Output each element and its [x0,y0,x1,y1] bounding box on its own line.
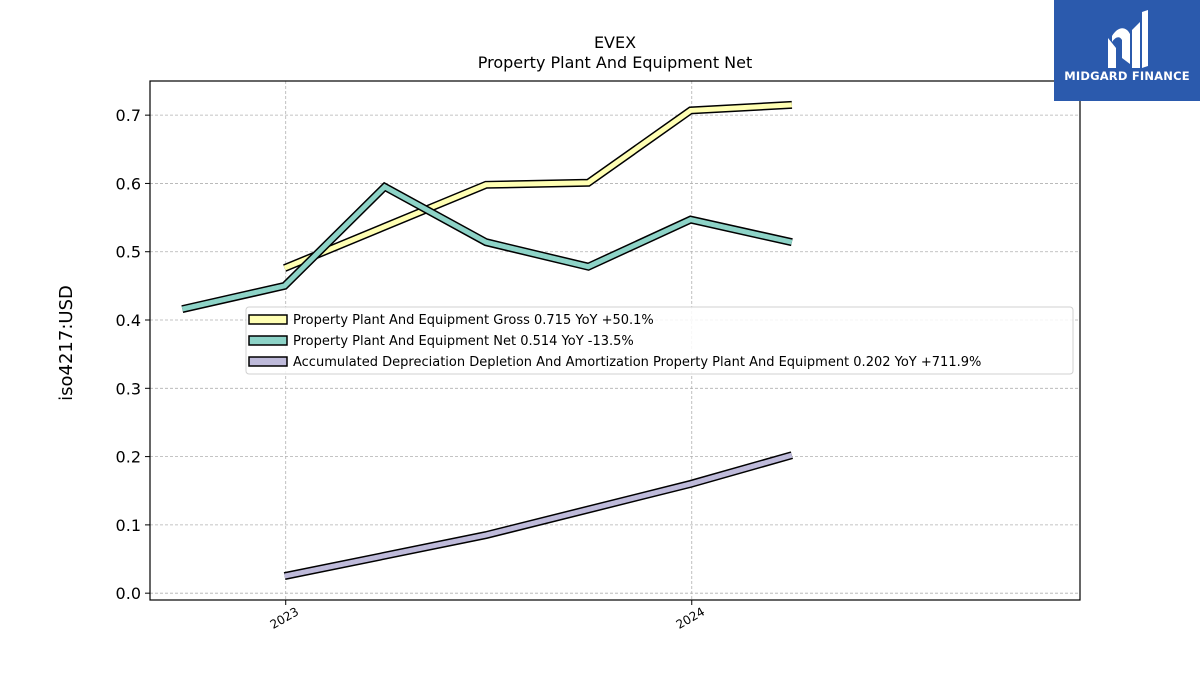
legend-label: Accumulated Depreciation Depletion And A… [293,355,981,370]
y-tick-label: 0.2 [116,448,141,467]
legend-label: Property Plant And Equipment Gross 0.715… [293,313,654,328]
series-line [181,183,793,312]
x-tick-label: 2023 [268,604,301,631]
chart-title: EVEX [594,33,636,52]
series-1 [181,181,793,314]
plot-frame [149,80,1081,601]
legend-swatch [248,335,288,346]
y-tick-label: 0.7 [116,106,141,125]
series-line [283,102,793,271]
series-0 [283,100,793,272]
legend-label: Property Plant And Equipment Net 0.514 Y… [293,334,634,349]
series-line [284,452,793,579]
axes: 0.0 0.1 0.2 0.3 0.4 0.5 0.6 0.7 2023 2024 [116,80,1081,632]
y-tick-label: 0.3 [116,379,141,398]
series-2 [283,451,793,581]
y-axis-label: iso4217:USD [56,285,77,401]
legend-box [245,306,1074,375]
legend-swatch [248,356,288,367]
y-tick-label: 0.5 [116,243,141,262]
y-tick-label: 0.4 [116,311,141,330]
series-line-outline [283,100,793,272]
x-tick-label: 2024 [674,604,707,631]
legend-swatch [248,314,288,325]
legend: Property Plant And Equipment Gross 0.715… [245,306,1074,375]
y-tick-label: 0.6 [116,174,141,193]
series-line-outline [283,451,793,581]
logo-mark-icon [1108,10,1148,68]
midgard-finance-logo: MIDGARD FINANCE [1054,0,1200,101]
series-lines [181,100,793,581]
y-tick-label: 0.1 [116,516,141,535]
chart-subtitle: Property Plant And Equipment Net [478,53,753,72]
logo-text: MIDGARD FINANCE [1064,69,1190,83]
y-tick-label: 0.0 [116,584,141,603]
